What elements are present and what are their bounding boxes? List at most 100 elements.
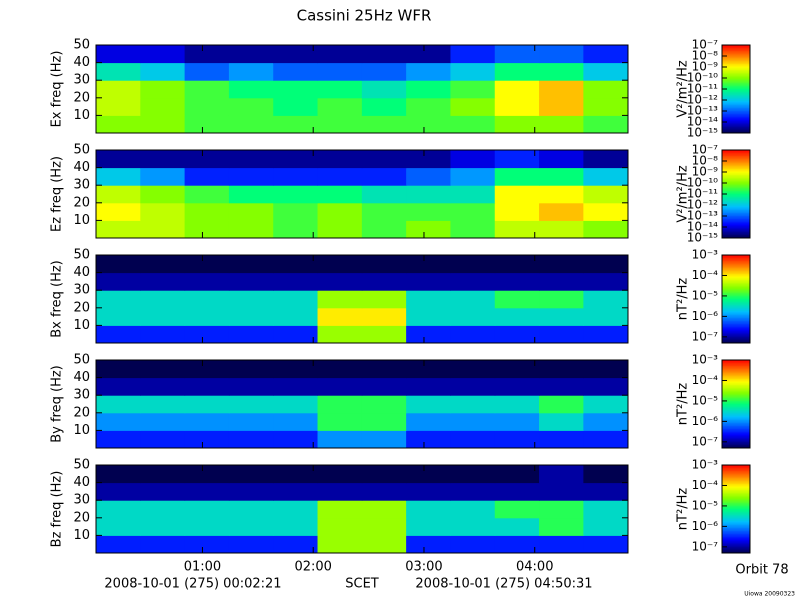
spectrogram-cell <box>140 517 186 536</box>
colorbar-segment <box>722 256 750 259</box>
spectrogram-cell <box>228 360 274 379</box>
spectrogram-cell <box>273 220 319 239</box>
spectrogram-cell <box>361 325 407 344</box>
colorbar-segment <box>722 69 750 72</box>
spectrogram-cell <box>273 482 319 501</box>
y-tick-label: 50 <box>73 38 90 53</box>
spectrogram-cell <box>184 517 230 536</box>
spectrogram-cell <box>539 465 584 484</box>
colorbar-segment <box>722 277 750 279</box>
colorbar-segment <box>722 506 750 509</box>
y-tick-label: 40 <box>73 265 90 280</box>
spectrogram-cell <box>361 377 407 396</box>
colorbar-segment <box>722 401 750 404</box>
spectrogram-cell <box>406 395 451 414</box>
colorbar-tick-label: 10⁻⁷ <box>692 539 719 553</box>
y-tick-label: 40 <box>73 370 90 385</box>
colorbar-segment <box>722 404 750 406</box>
colorbar-segment <box>722 532 750 535</box>
spectrogram-cell <box>361 482 407 501</box>
spectrogram-cell <box>273 167 319 186</box>
colorbar-segment <box>722 473 750 476</box>
colorbar-segment <box>722 201 750 204</box>
colorbar-segment <box>722 390 750 393</box>
colorbar-segment <box>722 233 750 236</box>
colorbar-segment <box>722 434 750 437</box>
colorbar-tick-label: 10⁻¹⁰ <box>687 71 718 85</box>
spectrogram-cell <box>317 465 363 484</box>
colorbar-segment <box>722 510 750 513</box>
colorbar-segment <box>722 202 750 205</box>
colorbar-segment <box>722 255 750 257</box>
spectrogram-cell <box>539 307 584 326</box>
colorbar-segment <box>722 183 750 186</box>
spectrogram-cell <box>361 255 407 274</box>
colorbar-segment <box>722 281 750 284</box>
colorbar-segment <box>722 272 750 275</box>
colorbar-segment <box>722 531 750 533</box>
colorbar-segment <box>722 128 750 131</box>
colorbar-segment <box>722 533 750 536</box>
spectrogram-cell <box>361 360 407 379</box>
colorbar-segment <box>722 545 750 548</box>
colorbar-segment <box>722 466 750 469</box>
spectrogram-cell <box>583 167 629 186</box>
colorbar-segment <box>722 528 750 531</box>
colorbar-segment <box>722 517 750 520</box>
spectrogram-cell <box>273 202 319 221</box>
colorbar-segment <box>722 538 750 541</box>
spectrogram-cell <box>406 167 451 186</box>
spectrogram-cell <box>539 272 584 291</box>
y-tick-label: 40 <box>73 160 90 175</box>
spectrogram-cell <box>96 500 141 519</box>
spectrogram-cell <box>273 517 319 536</box>
colorbar-segment <box>722 164 750 167</box>
colorbar-segment <box>722 417 750 420</box>
colorbar-tick-label: 10⁻¹² <box>687 93 718 107</box>
colorbar-segment <box>722 525 750 528</box>
colorbar-segment <box>722 90 750 93</box>
colorbar-segment <box>722 196 750 199</box>
spectrogram-cell <box>494 307 540 326</box>
colorbar-segment <box>722 440 750 443</box>
colorbar-segment <box>722 89 750 91</box>
spectrogram-cell <box>228 45 274 64</box>
colorbar-tick-label: 10⁻⁹ <box>692 165 719 179</box>
colorbar-segment <box>722 118 750 121</box>
colorbar-segment <box>722 127 750 130</box>
spectrogram-cell <box>184 500 230 519</box>
spectrogram-cell <box>583 45 629 64</box>
y-tick-label: 50 <box>73 248 90 263</box>
spectrogram-cell <box>583 395 629 414</box>
colorbar-tick-label: 10⁻¹⁰ <box>687 176 718 190</box>
colorbar-segment <box>722 376 750 379</box>
spectrogram-cell <box>317 325 363 344</box>
spectrogram-cell <box>273 45 319 64</box>
spectrogram-cell <box>406 80 451 99</box>
spectrogram-cell <box>450 307 496 326</box>
spectrogram-cell <box>539 482 584 501</box>
colorbar-segment <box>722 431 750 434</box>
colorbar-segment <box>722 485 750 488</box>
colorbar-segment <box>722 362 750 365</box>
colorbar-segment <box>722 393 750 396</box>
colorbar-segment <box>722 299 750 301</box>
spectrogram-cell <box>406 62 451 81</box>
colorbar-segment <box>722 263 750 266</box>
colorbar-segment <box>722 275 750 278</box>
spectrogram-cell <box>140 255 186 274</box>
colorbar-segment <box>722 470 750 473</box>
plot-frame <box>95 44 629 134</box>
spectrogram-cell <box>450 517 496 536</box>
spectrogram-cell <box>228 167 274 186</box>
colorbar-segment <box>722 306 750 309</box>
colorbar-segment <box>722 191 750 194</box>
colorbar-segment <box>722 323 750 326</box>
spectrogram-cell <box>406 360 451 379</box>
spectrogram-cell <box>184 307 230 326</box>
colorbar-segment <box>722 360 750 362</box>
colorbar-segment <box>722 481 750 484</box>
spectrogram-cell <box>140 150 186 169</box>
colorbar-segment <box>722 526 750 529</box>
colorbar-segment <box>722 68 750 71</box>
